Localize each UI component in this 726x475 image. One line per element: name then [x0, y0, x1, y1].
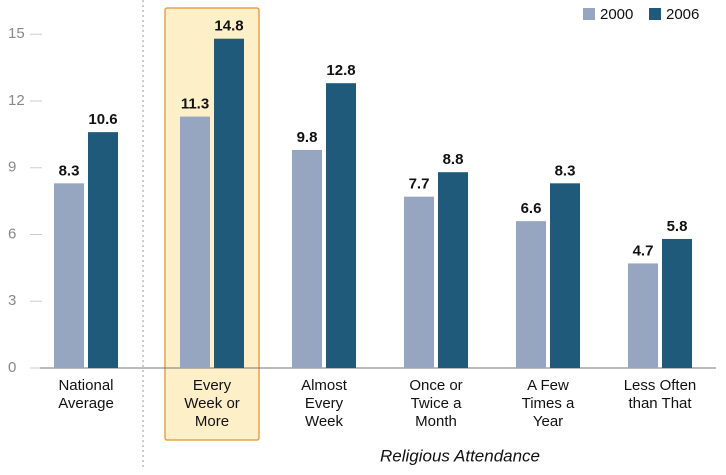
value-label: 8.8 [443, 151, 464, 168]
x-axis-label: Religious Attendance [380, 446, 540, 465]
x-tick-label: Year [533, 413, 563, 430]
legend-swatch [583, 8, 595, 20]
value-label: 8.3 [59, 162, 80, 179]
bar [628, 263, 658, 368]
bar [404, 196, 434, 368]
y-tick-label: 15 [8, 25, 25, 42]
x-tick-label: than That [628, 395, 692, 412]
x-tick-label: Twice a [411, 395, 463, 412]
x-tick-label: Average [58, 395, 114, 412]
bar [326, 83, 356, 368]
value-label: 14.8 [214, 18, 243, 35]
bar [292, 149, 322, 368]
highlight-box [164, 7, 260, 441]
x-tick-label: Once or [409, 377, 462, 394]
value-label: 4.7 [633, 242, 654, 259]
bar [550, 183, 580, 368]
x-tick-label: A Few [527, 377, 569, 394]
legend-label: 2006 [666, 6, 699, 23]
x-tick-label: Times a [522, 395, 575, 412]
value-label: 6.6 [521, 200, 542, 217]
x-tick-label: Week [305, 413, 344, 430]
value-label: 5.8 [667, 218, 688, 235]
value-label: 11.3 [181, 96, 209, 113]
bar [516, 221, 546, 368]
value-label: 9.8 [297, 129, 318, 146]
x-tick-label: National [58, 377, 113, 394]
legend-swatch [649, 8, 661, 20]
bar [54, 183, 84, 368]
y-tick-label: 6 [8, 225, 16, 242]
value-label: 8.3 [555, 162, 576, 179]
y-tick-label: 9 [8, 159, 16, 176]
x-tick-label: Every [193, 377, 232, 394]
y-tick-label: 12 [8, 92, 25, 109]
legend-label: 2000 [600, 6, 633, 23]
x-tick-label: Week or [184, 395, 240, 412]
x-tick-label: Almost [301, 377, 348, 394]
y-tick-label: 3 [8, 292, 16, 309]
bar [180, 116, 210, 368]
x-tick-label: Every [305, 395, 344, 412]
bar [662, 238, 692, 368]
bar [88, 132, 118, 368]
value-label: 10.6 [88, 111, 117, 128]
value-label: 7.7 [409, 176, 430, 193]
x-tick-label: More [195, 413, 229, 430]
bar [214, 38, 244, 368]
x-tick-label: Month [415, 413, 457, 430]
value-label: 12.8 [326, 62, 355, 79]
y-tick-label: 0 [8, 359, 16, 376]
x-tick-label: Less Often [624, 377, 697, 394]
bar [438, 172, 468, 368]
